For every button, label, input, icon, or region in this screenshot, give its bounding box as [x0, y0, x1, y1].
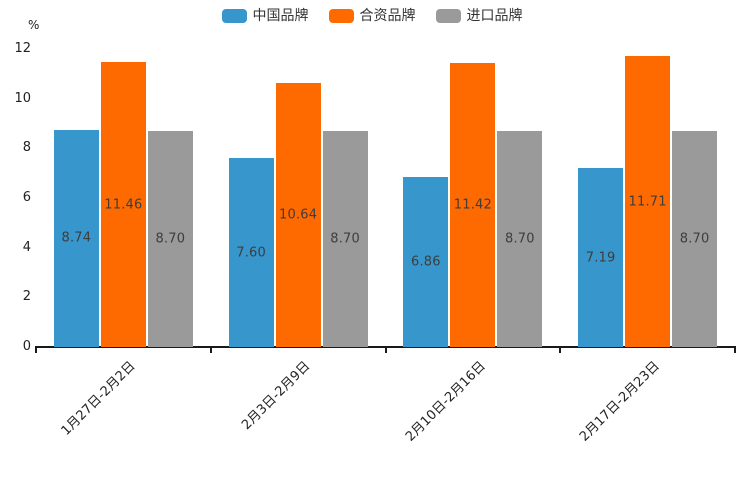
bar-value-label: 8.70: [155, 231, 186, 247]
bar: 11.46: [100, 62, 146, 347]
legend-label: 进口品牌: [466, 8, 523, 24]
bar-value-label: 11.46: [104, 197, 143, 213]
bar-value-label: 11.71: [628, 194, 667, 210]
legend: 中国品牌 合资品牌 进口品牌: [0, 8, 744, 24]
bar-value-label: 8.74: [61, 230, 92, 246]
bar: 8.70: [672, 130, 718, 347]
x-axis-tick-mark: [35, 348, 37, 353]
bar-value-label: 7.60: [236, 245, 266, 261]
bar: 7.60: [228, 158, 274, 347]
legend-item-series-2[interactable]: 合资品牌: [328, 8, 416, 24]
legend-marker: [221, 9, 247, 23]
x-axis-line: [35, 346, 736, 348]
bar: 6.86: [403, 176, 449, 347]
y-axis-unit-label: %: [28, 18, 40, 32]
y-axis-tick-label: 12: [14, 41, 31, 56]
bar-value-label: 7.19: [585, 250, 616, 266]
y-axis-tick-label: 2: [22, 289, 31, 305]
bar: 11.42: [450, 63, 496, 347]
legend-label: 合资品牌: [359, 8, 416, 24]
bar: 8.70: [147, 130, 193, 347]
x-axis-tick-mark: [384, 348, 387, 353]
legend-item-series-3[interactable]: 进口品牌: [435, 8, 523, 24]
x-axis-tick-mark: [559, 348, 562, 353]
x-axis-category-label: 2月17日-2月23日: [577, 358, 664, 445]
y-axis-tick-label: 4: [22, 239, 31, 255]
x-axis-tick-mark: [734, 348, 736, 353]
bar-value-label: 8.70: [679, 231, 710, 247]
legend-label: 中国品牌: [252, 8, 309, 24]
bar-value-label: 8.70: [330, 231, 360, 247]
bar-value-label: 6.86: [411, 254, 441, 270]
x-axis-category-label: 2月3日-2月9日: [239, 358, 314, 433]
bar: 10.64: [275, 82, 321, 347]
bar: 11.71: [625, 56, 671, 347]
bar: 8.70: [322, 130, 368, 347]
bar: 8.70: [497, 130, 543, 347]
x-axis-category-label: 1月27日-2月2日: [58, 358, 139, 439]
legend-marker: [435, 9, 461, 23]
x-axis-tick-mark: [209, 348, 212, 353]
legend-marker: [328, 9, 354, 23]
y-axis-tick-label: 0: [22, 339, 31, 354]
bar-value-label: 11.42: [453, 197, 492, 213]
legend-item-series-1[interactable]: 中国品牌: [221, 8, 309, 24]
bar-value-label: 10.64: [279, 207, 318, 223]
bar: 8.74: [53, 129, 99, 347]
y-axis-tick-label: 10: [14, 90, 31, 106]
y-axis-tick-label: 6: [22, 190, 31, 205]
bar-value-label: 8.70: [505, 231, 535, 247]
y-axis-tick-label: 8: [22, 140, 31, 156]
x-axis-category-label: 2月10日-2月16日: [402, 358, 489, 445]
bar: 7.19: [578, 168, 624, 347]
